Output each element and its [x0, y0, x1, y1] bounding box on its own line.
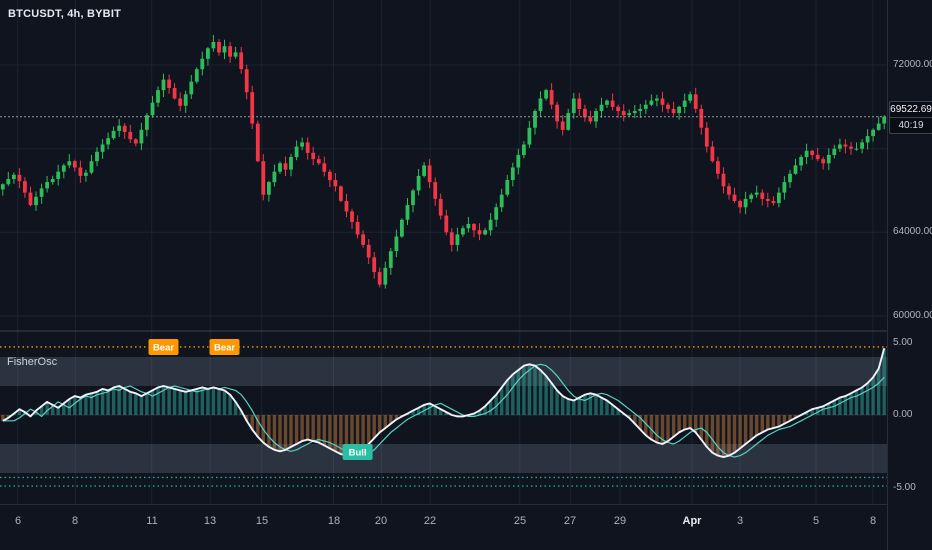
chart-canvas[interactable]: Bear Bear Bull — [0, 0, 887, 550]
svg-text:Bull: Bull — [349, 448, 367, 459]
symbol-legend[interactable]: BTCUSDT, 4h, BYBIT — [8, 8, 121, 20]
time-tick-label: 5 — [812, 515, 820, 527]
oscillator-band — [0, 357, 887, 386]
price-tick-label: 72000.00 — [893, 59, 932, 70]
time-tick-label: 3 — [736, 515, 744, 527]
svg-text:Bear: Bear — [153, 343, 174, 354]
last-price-value: 69522.69 — [890, 104, 932, 115]
price-tick-label: 60000.00 — [893, 310, 932, 321]
time-tick-label: 8 — [869, 515, 877, 527]
candlestick-series — [0, 35, 887, 289]
time-tick-label: 15 — [255, 515, 269, 527]
time-tick-label: 11 — [146, 515, 158, 527]
svg-text:Bear: Bear — [214, 343, 235, 354]
price-axis[interactable]: 69522.69 40:19 72000.00 64000.00 60000.00 5… — [887, 0, 932, 550]
time-tick-label: 13 — [203, 515, 217, 527]
oscillator-band — [0, 444, 887, 473]
oscillator-label[interactable]: FisherOsc — [7, 356, 58, 368]
time-tick-label: 6 — [14, 515, 22, 527]
signal-badge-bear: Bear — [209, 339, 240, 355]
time-tick-label: Apr — [682, 515, 702, 527]
price-tick-label: 64000.00 — [893, 226, 932, 237]
signal-badge-bear: Bear — [148, 339, 179, 355]
time-axis[interactable]: 6 8 11 13 15 18 20 22 25 27 29 Apr 3 5 8 — [0, 504, 887, 550]
time-tick-label: 20 — [374, 515, 388, 527]
last-price-badge: 69522.69 40:19 — [889, 101, 932, 134]
oscillator-tick-label: -5.00 — [893, 482, 916, 493]
oscillator-tick-label: 0.00 — [893, 409, 913, 420]
time-tick-label: 25 — [513, 515, 527, 527]
time-tick-label: 22 — [423, 515, 437, 527]
bar-countdown: 40:19 — [890, 117, 932, 133]
fisher-line — [2, 348, 886, 459]
time-tick-label: 27 — [563, 515, 577, 527]
time-tick-label: 8 — [71, 515, 79, 527]
oscillator-tick-label: 5.00 — [893, 337, 913, 348]
trigger-line — [2, 363, 885, 458]
signal-badge-bull: Bull — [342, 444, 373, 460]
time-tick-label: 18 — [327, 515, 341, 527]
time-tick-label: 29 — [613, 515, 627, 527]
